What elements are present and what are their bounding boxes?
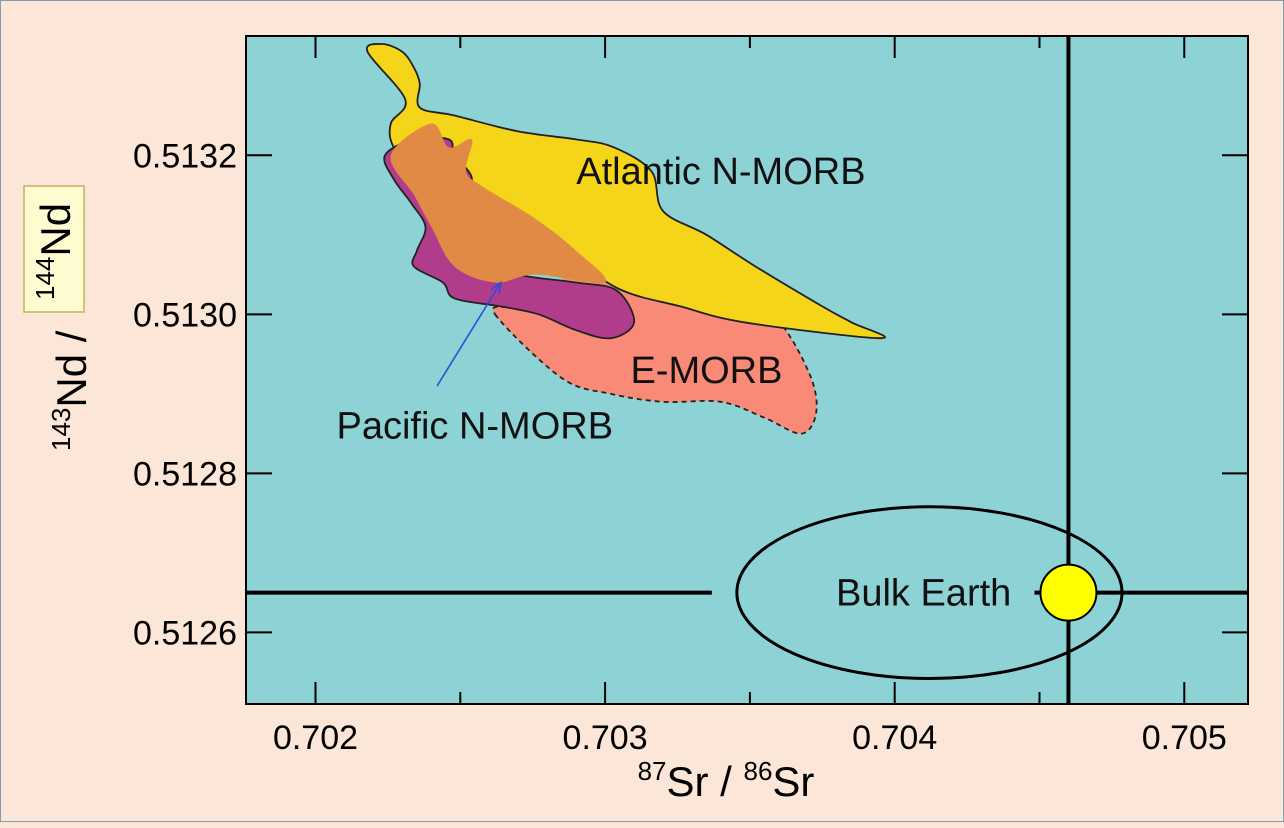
x-axis-label: 87Sr / 86Sr xyxy=(638,756,815,805)
y-tick-label: 0.5130 xyxy=(133,296,237,334)
x-label-sup2: 86 xyxy=(744,756,773,786)
region-labels: Atlantic N-MORB E-MORB Pacific N-MORB Bulk … xyxy=(336,151,1011,614)
svg-text:143Nd /: 143Nd / xyxy=(46,330,95,451)
svg-text:144Nd: 144Nd xyxy=(30,203,79,300)
pacific-arrow-shaft xyxy=(436,282,502,387)
y-label-highlight-box xyxy=(23,185,85,313)
field-regions xyxy=(366,43,886,435)
y-axis-label: 143Nd / 144Nd xyxy=(23,185,95,451)
x-tick-label: 0.704 xyxy=(852,719,937,757)
bulk-earth-group xyxy=(246,36,1248,704)
x-label-text1: Sr / xyxy=(666,758,743,805)
bulk-earth-ellipse xyxy=(735,505,1124,681)
y-label-text1: Nd / xyxy=(48,330,95,407)
bulk-earth-label: Bulk Earth xyxy=(836,573,1011,615)
pacific-nmorb-label: Pacific N-MORB xyxy=(336,406,613,448)
x-tick-label: 0.702 xyxy=(273,719,358,757)
axis-ticks: 0.702 0.703 0.704 0.705 0.5126 0.5128 0.5130 0.… xyxy=(133,36,1248,757)
y-tick-label: 0.5132 xyxy=(133,137,237,175)
x-tick-label: 0.705 xyxy=(1142,719,1227,757)
overlap-field xyxy=(390,123,607,284)
y-label-text2: Nd xyxy=(32,203,79,257)
x-label-sup1: 87 xyxy=(638,756,667,786)
y-label-sup1: 143 xyxy=(46,408,76,451)
pacific-arrow-head xyxy=(490,280,502,295)
emorb-label: E-MORB xyxy=(630,350,782,392)
x-label-text2: Sr xyxy=(772,758,814,805)
y-tick-label: 0.5126 xyxy=(133,614,237,652)
bulk-earth-point xyxy=(1039,563,1098,622)
atlantic-nmorb-label: Atlantic N-MORB xyxy=(576,151,865,193)
x-tick-label: 0.703 xyxy=(563,719,648,757)
y-label-sup2: 144 xyxy=(30,257,60,300)
y-tick-label: 0.5128 xyxy=(133,455,237,493)
bulk-earth-line-gap xyxy=(1010,574,1035,611)
